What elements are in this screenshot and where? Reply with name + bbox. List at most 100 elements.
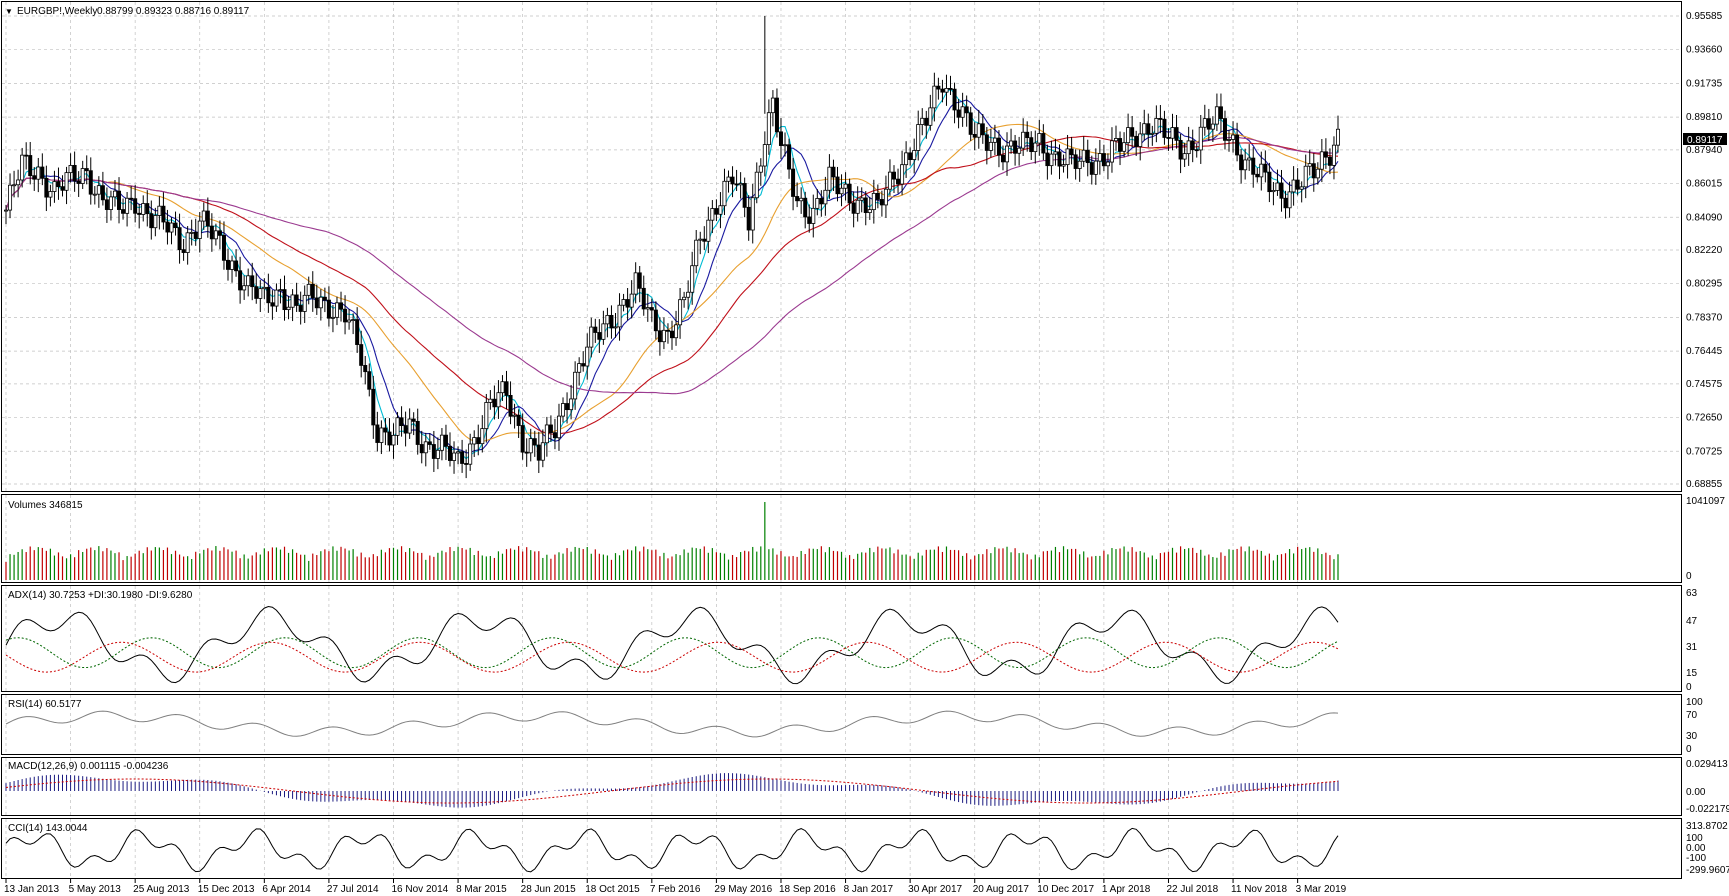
candle-body (1126, 127, 1131, 144)
candle-body (791, 168, 796, 197)
candle-body (20, 154, 25, 181)
candle-body (1263, 163, 1268, 173)
candle-body (1299, 186, 1304, 190)
candle-body (355, 319, 360, 345)
adx-scale-0: 0 (1686, 682, 1692, 693)
candle-body (464, 463, 469, 465)
candle-body (205, 210, 210, 227)
candle-body (1009, 140, 1014, 147)
candle-body (641, 287, 646, 310)
time-label: 8 Jan 2017 (844, 884, 894, 895)
candle-body (270, 302, 275, 307)
candle-body (1267, 171, 1272, 193)
volumes-scale-top: 1041097 (1686, 496, 1725, 507)
candle-body (302, 294, 307, 312)
candle-body (698, 238, 703, 241)
candle-body (230, 260, 235, 270)
candle-body (1021, 131, 1026, 149)
candle-body (359, 344, 364, 366)
candlestick-series[interactable] (4, 16, 1341, 479)
candle-body (16, 179, 21, 186)
candle-body (141, 203, 146, 215)
candle-body (290, 294, 295, 308)
time-label: 8 Mar 2015 (456, 884, 507, 895)
time-label: 30 Apr 2017 (908, 884, 962, 895)
candle-body (8, 184, 13, 211)
cci-scale-minus100: -100 (1686, 853, 1706, 864)
candle-body (476, 437, 481, 445)
candle-body (153, 215, 158, 229)
dropdown-icon[interactable]: ▼ (5, 7, 13, 16)
candle-body (145, 203, 150, 215)
candle-body (992, 137, 997, 143)
candle-body (613, 326, 618, 329)
candle-body (629, 293, 634, 308)
candle-body (330, 316, 335, 319)
candle-body (1311, 163, 1316, 179)
candle-body (1138, 133, 1143, 147)
candle-body (819, 198, 824, 205)
candle-body (1122, 142, 1127, 152)
candle-body (1033, 142, 1038, 153)
candle-body (520, 425, 525, 453)
time-label: 1 Apr 2018 (1102, 884, 1151, 895)
candle-body (157, 205, 162, 216)
candle-body (1029, 137, 1034, 153)
candle-body (1291, 179, 1296, 193)
candle-body (682, 296, 687, 301)
candle-body (742, 183, 747, 208)
candle-body (1227, 139, 1232, 141)
candle-body (940, 88, 945, 93)
candle-body (234, 260, 239, 272)
candle-body (811, 207, 816, 224)
candle-body (944, 88, 949, 93)
candle-body (1279, 182, 1284, 199)
candle-body (536, 444, 541, 461)
candle-body (92, 193, 97, 196)
time-label: 5 May 2013 (69, 884, 122, 895)
rsi-scale-30: 30 (1686, 731, 1698, 742)
candle-body (173, 222, 178, 229)
candle-body (645, 307, 650, 310)
candle-body (1303, 165, 1308, 188)
candle-body (706, 219, 711, 242)
candle-body (887, 171, 892, 190)
candle-body (609, 314, 614, 329)
price-tick: 0.86015 (1686, 179, 1723, 190)
candle-body (637, 272, 642, 289)
time-label: 10 Dec 2017 (1037, 884, 1094, 895)
rsi-scale-70: 70 (1686, 710, 1698, 721)
candle-body (1319, 151, 1324, 170)
candle-body (1190, 140, 1195, 151)
candle-body (702, 238, 707, 242)
candle-body (1162, 118, 1167, 138)
candle-body (653, 309, 658, 332)
candle-body (395, 417, 400, 436)
candle-body (657, 330, 662, 343)
candle-body (956, 109, 961, 118)
candle-body (1118, 138, 1123, 152)
volumes-title: Volumes 346815 (8, 500, 83, 511)
rsi-line (5, 710, 1339, 738)
ma-fast-line (5, 88, 1339, 460)
candle-body (1073, 154, 1078, 169)
candle-body (665, 329, 670, 332)
time-label: 25 Aug 2013 (133, 884, 190, 895)
candle-body (197, 220, 202, 239)
price-tick: 0.95585 (1686, 11, 1723, 22)
candle-body (310, 283, 315, 299)
candle-body (52, 181, 57, 192)
candle-body (314, 297, 319, 309)
candle-body (787, 144, 792, 170)
candle-body (1202, 118, 1207, 128)
candle-body (44, 177, 49, 198)
candle-body (932, 85, 937, 109)
candle-body (1170, 127, 1175, 139)
candle-body (847, 183, 852, 204)
candle-body (593, 326, 598, 333)
candle-body (88, 170, 93, 195)
candle-body (36, 166, 41, 180)
ma-50-line (5, 123, 1339, 443)
candle-body (859, 197, 864, 201)
